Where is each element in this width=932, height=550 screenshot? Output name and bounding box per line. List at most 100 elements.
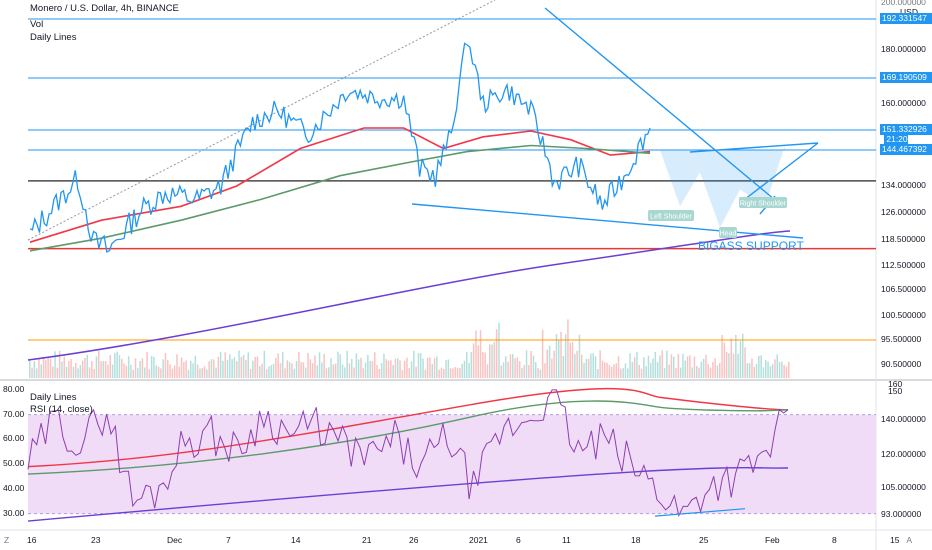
volume-bar — [507, 361, 509, 378]
volume-bar — [737, 353, 739, 378]
volume-bar — [35, 368, 38, 378]
volume-bar — [199, 368, 201, 378]
daily-lines-label[interactable]: Daily Lines — [30, 32, 77, 43]
volume-bar — [746, 363, 749, 378]
volume-bar — [604, 362, 606, 378]
volume-bar — [360, 357, 362, 378]
volume-bar — [222, 360, 224, 378]
volume-bar — [714, 358, 716, 378]
volume-bar — [647, 355, 650, 378]
volume-bar — [601, 360, 604, 378]
price-tag: 151.332926 — [880, 123, 932, 135]
volume-bar — [185, 360, 187, 378]
volume-bar — [56, 367, 59, 378]
volume-bars — [29, 319, 790, 378]
volume-bar — [413, 350, 415, 378]
volume-bar — [689, 355, 691, 378]
volume-bar — [576, 350, 578, 378]
volume-bar — [392, 365, 394, 378]
rsi-right-tick: 140.000000 — [881, 414, 926, 424]
lower-trendline — [411, 203, 804, 239]
volume-bar — [528, 365, 530, 378]
rsi-left-tick: 30.00 — [3, 507, 25, 518]
price-tag: 21:20 — [884, 134, 908, 145]
volume-bar — [261, 363, 263, 378]
rsi-daily-lines-label[interactable]: Daily Lines — [30, 392, 77, 403]
volume-bar — [68, 361, 70, 378]
volume-bar — [463, 360, 466, 378]
time-axis-label: Feb — [765, 535, 780, 545]
volume-bar — [567, 319, 569, 378]
volume-bar — [150, 355, 153, 378]
volume-bar — [98, 350, 100, 378]
volume-bar — [102, 361, 105, 378]
volume-bar — [337, 351, 339, 378]
volume-bar — [622, 368, 624, 378]
volume-bar — [684, 360, 686, 378]
volume-bar — [259, 366, 261, 378]
price-tick-label: 100.500000 — [881, 310, 926, 320]
volume-bar — [300, 361, 302, 378]
rsi-indicator-label[interactable]: RSI (14, close) — [30, 404, 93, 415]
volume-bar — [461, 363, 463, 378]
volume-bar — [121, 358, 123, 378]
volume-bar — [569, 342, 571, 378]
volume-bar — [477, 345, 479, 378]
right-shoulder-label-box — [739, 197, 787, 208]
rsi-pane[interactable] — [27, 387, 876, 522]
volume-bar — [663, 368, 666, 378]
volume-bar — [541, 329, 544, 378]
volume-bar — [739, 341, 742, 378]
volume-bar — [38, 358, 40, 378]
volume-bar — [242, 355, 245, 378]
rsi-right-tick: 93.000000 — [881, 509, 922, 519]
price-tag: 192.331547 — [880, 12, 932, 24]
volume-bar — [771, 364, 774, 378]
volume-bar — [613, 364, 615, 378]
support-label: BIGASS SUPPORT — [698, 239, 804, 253]
volume-bar — [562, 356, 565, 378]
volume-bar — [279, 363, 282, 378]
volume-bar — [449, 368, 452, 378]
volume-bar — [318, 352, 321, 378]
symbol-title[interactable]: Monero / U.S. Dollar, 4h, BINANCE — [30, 3, 179, 14]
volume-bar — [781, 361, 783, 378]
volume-indicator-label[interactable]: Vol — [30, 19, 44, 30]
volume-bar — [509, 354, 512, 378]
time-axis-label: 7 — [226, 535, 231, 545]
volume-bar — [493, 342, 496, 378]
volume-bar — [587, 358, 590, 378]
volume-bar — [447, 359, 450, 378]
volume-bar — [213, 359, 215, 378]
volume-bar — [54, 351, 56, 378]
volume-bar — [272, 363, 275, 378]
volume-bar — [385, 359, 387, 378]
volume-bar — [314, 355, 316, 378]
volume-bar — [217, 356, 220, 378]
timezone-icon[interactable]: Z — [4, 535, 10, 545]
volume-bar — [778, 361, 781, 378]
volume-bar — [399, 360, 401, 378]
volume-bar — [45, 360, 47, 378]
price-tick-label: 134.000000 — [881, 180, 926, 190]
volume-bar — [275, 358, 277, 378]
volume-bar — [484, 352, 486, 378]
ma-purple-line — [27, 230, 791, 361]
volume-bar — [608, 365, 611, 378]
volume-bar — [307, 353, 309, 378]
volume-bar — [268, 366, 270, 378]
volume-bar — [371, 361, 374, 378]
volume-bar — [486, 364, 489, 378]
volume-bar — [758, 355, 760, 378]
rsi-line — [27, 389, 789, 518]
volume-bar — [86, 354, 88, 378]
volume-bar — [208, 361, 210, 378]
volume-bar — [548, 345, 551, 378]
volume-bar — [721, 335, 723, 378]
volume-bar — [696, 365, 698, 378]
left-shoulder-label-box — [648, 210, 694, 221]
auto-scale-button[interactable]: A — [906, 535, 912, 545]
rsi-ma-green — [27, 400, 789, 475]
price-tick-label: 90.500000 — [881, 359, 922, 369]
